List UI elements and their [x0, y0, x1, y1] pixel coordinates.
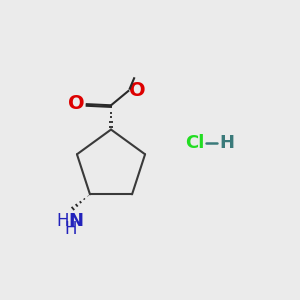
- Text: N: N: [69, 212, 84, 230]
- Text: H: H: [56, 212, 69, 230]
- Text: Cl: Cl: [185, 134, 205, 152]
- Text: H: H: [65, 220, 77, 238]
- Text: O: O: [130, 81, 146, 100]
- Text: H: H: [219, 134, 234, 152]
- Text: O: O: [68, 94, 85, 113]
